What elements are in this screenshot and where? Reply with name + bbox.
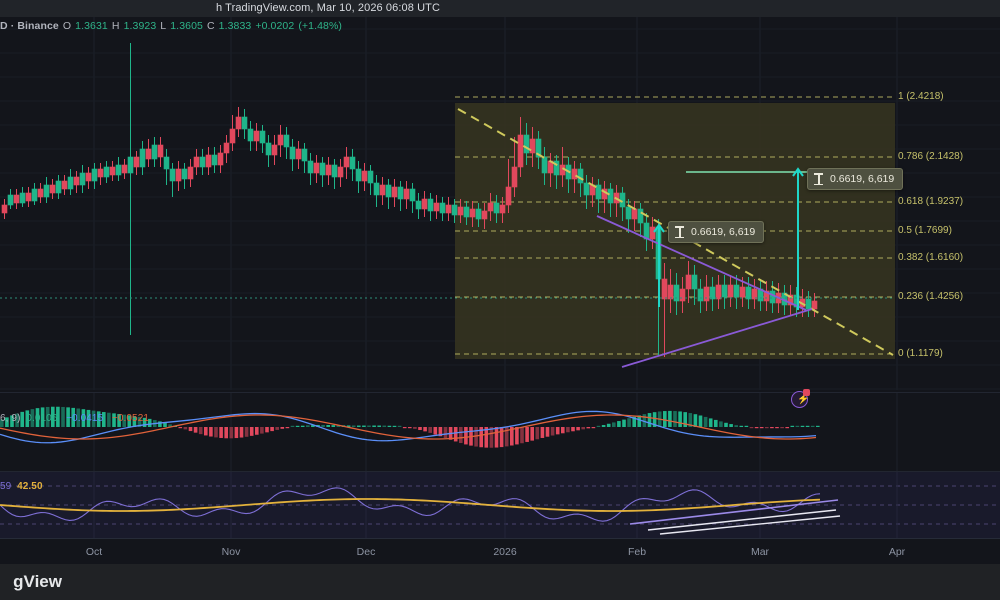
- open-value: 1.3631: [75, 20, 108, 32]
- macd-line-value: −0.0415: [66, 413, 104, 424]
- time-axis-tick-oct: Oct: [85, 546, 103, 558]
- rsi-chart-canvas[interactable]: [0, 472, 1000, 539]
- tradingview-logo-text: gView: [13, 572, 62, 591]
- change-percent: (+1.48%): [298, 20, 343, 32]
- ohlc-legend: D · Binance O 1.3631 H 1.3923 L 1.3605 C 1.3833 +…: [0, 20, 346, 32]
- change-value: +0.0202: [255, 20, 295, 32]
- macd-chart-canvas[interactable]: [0, 393, 1000, 471]
- symbol-label[interactable]: D · Binance: [0, 20, 59, 32]
- high-value: 1.3923: [123, 20, 157, 32]
- macd-hist-value: 0.0106: [26, 413, 58, 424]
- time-axis[interactable]: Oct Nov Dec 2026 Feb Mar Apr: [0, 538, 1000, 564]
- time-axis-tick-mar: Mar: [750, 546, 770, 558]
- measure-tooltip-right-text: 0.6619, 6,619: [830, 173, 895, 185]
- measure-tooltip-left[interactable]: 0.6619, 6,619: [668, 221, 765, 243]
- macd-line: [0, 410, 817, 444]
- rsi-pane[interactable]: [0, 471, 1000, 539]
- time-axis-tick-nov: Nov: [221, 546, 241, 558]
- macd-signal-line: [0, 414, 817, 440]
- fib-level-label-0: 0 (1.1179): [898, 348, 943, 359]
- rsi-legend: 59 42.50: [0, 481, 43, 493]
- price-pane[interactable]: [0, 17, 1000, 390]
- time-axis-tick-feb: Feb: [627, 546, 647, 558]
- alert-bubble-button[interactable]: ⚡: [791, 389, 810, 408]
- high-label: H: [111, 20, 120, 32]
- lightning-bolt-icon: ⚡: [797, 394, 810, 405]
- rsi-value: 42.50: [17, 481, 43, 492]
- macd-params: 6, 9): [0, 413, 21, 424]
- macd-legend: 6, 9) 0.0106 −0.0415 −0.0521: [0, 413, 149, 425]
- bottom-bar: gView: [0, 564, 1000, 600]
- low-value: 1.3605: [170, 20, 203, 32]
- macd-signal-value: −0.0521: [111, 413, 150, 424]
- ibeam-icon: [814, 173, 823, 185]
- time-axis-tick-apr: Apr: [888, 546, 906, 558]
- rsi-trendlines[interactable]: [629, 499, 841, 535]
- top-watermark-bar: h TradingView.com, Mar 10, 2026 06:08 UT…: [0, 0, 1000, 17]
- alert-notification-badge: [803, 389, 810, 396]
- price-chart-canvas[interactable]: [0, 17, 1000, 390]
- fib-level-label-0_786: 0.786 (2.1428): [898, 151, 964, 162]
- rsi-moving-average-line: [0, 498, 821, 512]
- ibeam-icon: [675, 226, 684, 238]
- time-axis-tick-2026: 2026: [493, 546, 517, 558]
- macd-histogram: [0, 406, 820, 448]
- close-value: 1.3833: [218, 20, 252, 32]
- fib-level-label-0_382: 0.382 (1.6160): [898, 252, 964, 263]
- fib-level-label-1: 1 (2.4218): [898, 91, 944, 102]
- time-axis-tick-dec: Dec: [356, 546, 376, 558]
- rsi-period: 59: [0, 481, 12, 492]
- fib-level-label-0_5: 0.5 (1.7699): [898, 225, 952, 236]
- fib-level-label-0_236: 0.236 (1.4256): [898, 291, 964, 302]
- macd-pane[interactable]: [0, 392, 1000, 471]
- tradingview-watermark-text: h TradingView.com, Mar 10, 2026 06:08 UT…: [215, 2, 440, 14]
- low-label: L: [160, 20, 167, 32]
- measure-tooltip-right[interactable]: 0.6619, 6,619: [807, 168, 904, 190]
- rsi-line: [0, 487, 821, 522]
- open-label: O: [62, 20, 72, 32]
- candlestick-series[interactable]: [1, 43, 818, 357]
- close-label: C: [206, 20, 215, 32]
- measure-tooltip-left-text: 0.6619, 6,619: [691, 226, 756, 238]
- fib-level-label-0_618: 0.618 (1.9237): [898, 196, 964, 207]
